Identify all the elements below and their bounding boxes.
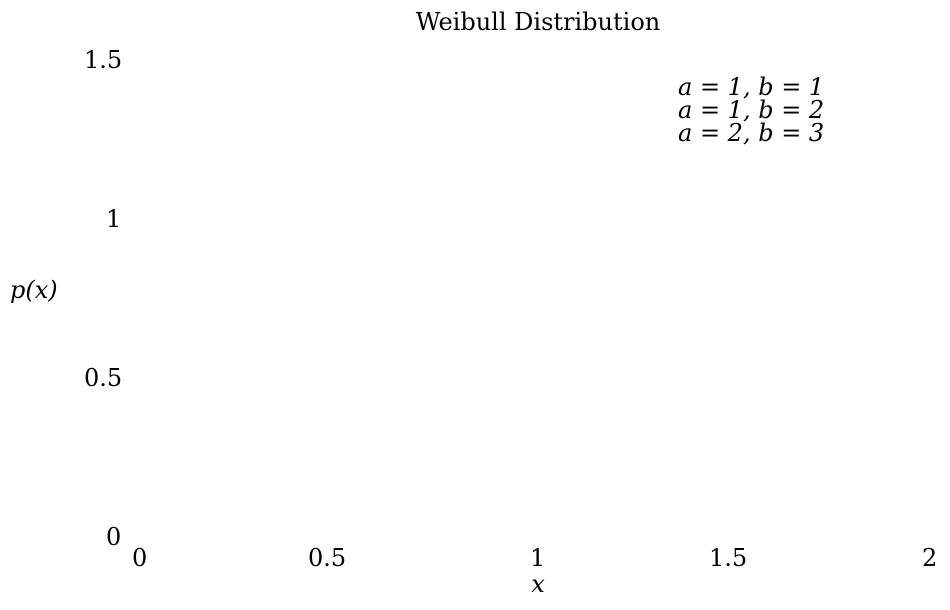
x-tick-label-0.5: 0.5 — [308, 544, 347, 572]
x-tick-label-1.5: 1.5 — [709, 544, 748, 572]
y-tick-label-0: 0 — [106, 523, 122, 551]
y-tick-label-1.5: 1.5 — [84, 46, 123, 74]
x-tick-label-2: 2 — [922, 544, 938, 572]
y-axis-label: p(x) — [10, 276, 58, 304]
legend-entry-series-1: a = 1, b = 1 — [678, 73, 825, 101]
x-tick-label-1: 1 — [530, 544, 546, 572]
chart-title: Weibull Distribution — [415, 8, 661, 36]
x-tick-label-0: 0 — [132, 544, 148, 572]
legend-entry-series-2: a = 1, b = 2 — [678, 96, 825, 124]
y-tick-label-0.5: 0.5 — [84, 364, 123, 392]
chart-legend: a = 1, b = 1 a = 1, b = 2 a = 2, b = 3 — [678, 73, 825, 147]
legend-entry-series-3: a = 2, b = 3 — [678, 119, 825, 147]
y-tick-label-1: 1 — [106, 205, 122, 233]
x-axis-label: x — [531, 570, 545, 598]
